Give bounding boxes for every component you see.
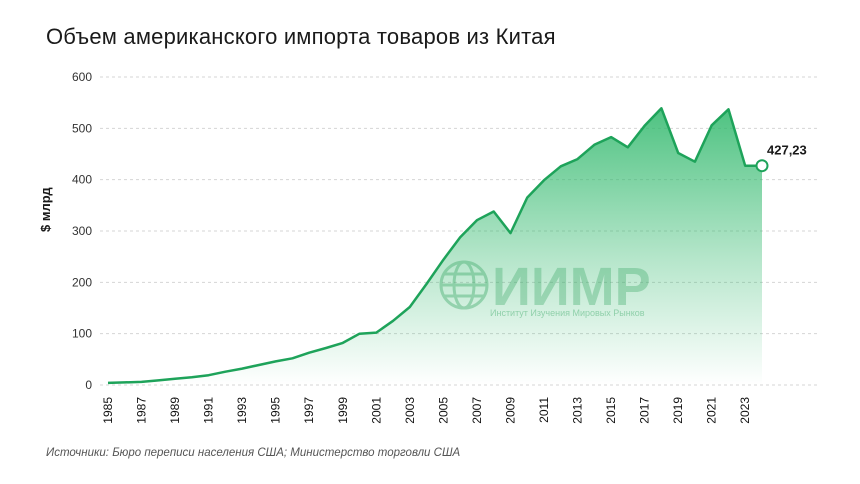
- data-point: [693, 160, 697, 164]
- data-point: [643, 124, 647, 128]
- globe-icon: [439, 260, 489, 310]
- data-point: [743, 164, 747, 168]
- y-tick-label: 0: [85, 378, 92, 392]
- x-tick-label: 2005: [436, 397, 450, 424]
- y-tick-label: 200: [72, 275, 92, 289]
- x-tick-label: 2011: [537, 397, 551, 423]
- x-tick-label: 2019: [671, 397, 685, 424]
- area-fill: [108, 108, 762, 386]
- data-point: [140, 380, 144, 384]
- data-point: [207, 373, 211, 377]
- data-point: [542, 178, 546, 182]
- x-tick-label: 2001: [369, 397, 383, 424]
- end-point-marker: [755, 159, 769, 173]
- end-value-label: 427,23: [767, 143, 807, 158]
- chart-title: Объем американского импорта товаров из К…: [46, 24, 556, 49]
- x-tick-label: 2023: [738, 397, 752, 424]
- data-point: [123, 380, 127, 384]
- x-tick-label: 2015: [604, 397, 618, 424]
- data-point: [676, 151, 680, 155]
- x-tick-label: 2017: [638, 397, 652, 424]
- data-point: [240, 367, 244, 371]
- data-point: [659, 106, 663, 110]
- data-point: [710, 123, 714, 127]
- data-point: [391, 319, 395, 323]
- data-point: [441, 258, 445, 262]
- data-point: [609, 135, 613, 139]
- x-tick-label: 1993: [235, 397, 249, 424]
- y-tick-label: 600: [72, 70, 92, 84]
- source-note: Источники: Бюро переписи населения США; …: [46, 447, 461, 459]
- x-tick-label: 1987: [135, 397, 149, 424]
- data-point: [173, 377, 177, 381]
- x-tick-label: 2013: [571, 397, 585, 424]
- data-point: [290, 356, 294, 360]
- watermark-subtitle: Институт Изучения Мировых Рынков: [490, 308, 645, 318]
- y-tick-label: 300: [72, 224, 92, 238]
- data-point: [492, 209, 496, 213]
- data-point: [307, 351, 311, 355]
- x-tick-label: 1995: [269, 397, 283, 424]
- data-point: [341, 341, 345, 345]
- x-tick-label: 2009: [503, 397, 517, 424]
- data-point: [190, 375, 194, 379]
- data-point: [576, 157, 580, 161]
- y-tick-label: 100: [72, 327, 92, 341]
- data-point: [156, 378, 160, 382]
- x-tick-label: 2003: [403, 397, 417, 424]
- series-line: [107, 107, 763, 385]
- data-point: [408, 305, 412, 309]
- data-point: [726, 107, 730, 111]
- x-tick-label: 1985: [101, 397, 115, 424]
- data-point: [358, 332, 362, 336]
- data-point: [223, 370, 227, 374]
- data-point: [458, 235, 462, 239]
- x-tick-label: 1991: [202, 397, 216, 424]
- watermark-name: ИИМР: [492, 257, 651, 317]
- x-tick-label: 1997: [302, 397, 316, 424]
- data-point: [425, 282, 429, 286]
- data-point: [592, 143, 596, 147]
- data-point: [374, 331, 378, 335]
- x-tick-label: 2007: [470, 397, 484, 424]
- data-point: [525, 196, 529, 200]
- watermark: ИИМР Институт Изучения Мировых Рынков: [439, 257, 651, 318]
- data-point: [324, 346, 328, 350]
- data-point: [106, 381, 110, 385]
- y-tick-label: 400: [72, 173, 92, 187]
- data-point: [475, 218, 479, 222]
- data-point: [508, 231, 512, 235]
- data-point: [626, 145, 630, 149]
- x-tick-label: 2021: [705, 397, 719, 424]
- y-tick-label: 500: [72, 121, 92, 135]
- data-point: [274, 359, 278, 363]
- data-point: [559, 164, 563, 168]
- data-point: [257, 363, 261, 367]
- x-tick-label: 1999: [336, 397, 350, 424]
- x-tick-label: 1989: [168, 397, 182, 424]
